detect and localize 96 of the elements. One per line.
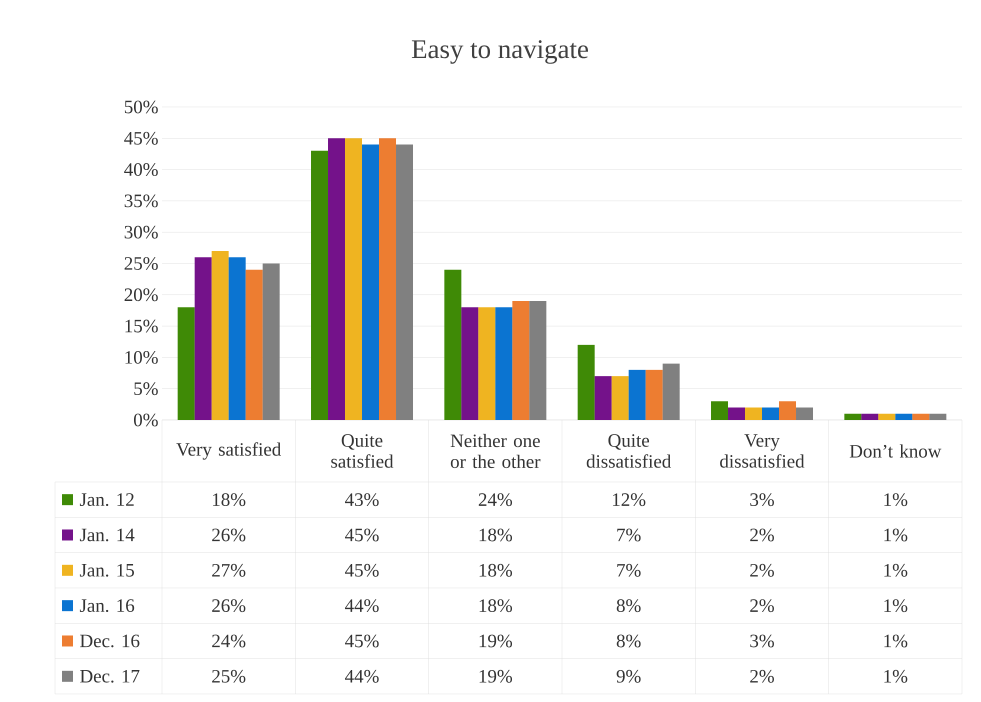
legend-label: Jan. 16 [80,599,134,612]
data-label: 2% [750,599,774,612]
y-tick-label: 10% [125,350,158,364]
y-tick-label: 0% [134,414,158,426]
x-tick-label: Neither one or the other [450,434,540,468]
bar [796,407,814,420]
bar [212,250,229,420]
data-label: 2% [750,528,774,542]
y-tick-label: 30% [124,226,158,239]
data-label: 7% [617,528,641,542]
data-label: 9% [616,670,641,683]
y-tick-label: 50% [124,100,158,114]
bar [478,307,496,420]
y-tick-label: 20% [124,288,158,302]
bar [594,376,612,420]
bar [529,301,546,420]
data-label: 24% [212,634,246,648]
bar [512,301,530,420]
x-tick-label: Very dissatisfied [720,434,804,468]
bar [929,414,946,420]
bar [578,344,595,420]
data-label: 18% [480,564,512,577]
y-tick-label: 45% [124,132,158,145]
data-label: 26% [212,599,246,612]
legend-label: Dec. 17 [80,670,140,683]
data-label: 3% [750,634,774,648]
y-tick-label: 15% [125,320,158,332]
bar [779,401,796,420]
data-label: 8% [616,599,641,612]
bar [745,407,762,420]
bar [728,407,746,420]
data-label: 1% [884,634,908,648]
data-label: 45% [345,528,379,542]
data-label: 1% [884,493,908,506]
data-label: 18% [212,493,246,506]
bar [711,401,728,420]
bar [246,270,263,420]
data-label: 18% [480,528,512,542]
x-tick-label: Quite dissatisfied [586,434,672,468]
data-label: 2% [750,670,774,683]
bar [228,257,246,420]
bar [178,307,195,420]
bar [844,414,862,420]
data-label: 3% [750,493,774,506]
bar [444,270,462,420]
bar [311,150,328,420]
bar [345,138,362,420]
data-label: 1% [884,670,908,683]
bar [379,138,396,420]
bar [878,414,896,420]
data-label: 45% [345,634,379,648]
data-label: 8% [616,634,641,648]
bar [396,144,414,420]
data-label: 26% [212,528,246,542]
data-label: 1% [884,599,908,612]
data-label: 44% [345,599,379,612]
data-label: 18% [480,599,512,612]
data-label: 1% [884,528,908,542]
y-tick-label: 40% [124,163,158,176]
legend-label: Jan. 15 [80,564,134,577]
y-tick-label: 25% [124,257,158,270]
bar [328,138,346,420]
data-label: 44% [345,670,379,683]
legend-label: Dec. 16 [80,634,140,648]
legend-label: Jan. 14 [80,528,134,542]
bar [762,407,780,420]
bar [194,257,212,420]
x-tick-label: Don’t know [850,444,942,458]
legend-label: Jan. 12 [80,493,134,506]
data-label: 19% [480,634,512,648]
data-label: 7% [617,564,641,577]
data-label: 45% [345,564,379,577]
data-label: 27% [212,564,246,577]
bar [362,144,380,420]
bar [262,263,280,420]
bar [495,307,512,420]
bar [662,364,680,420]
data-label: 12% [612,493,646,506]
bar [461,307,478,420]
data-label: 19% [480,670,512,683]
data-label: 25% [212,670,246,683]
data-label: 2% [750,564,774,577]
bar [646,370,663,420]
data-label: 43% [345,493,379,506]
x-tick-label: Very satisfied [176,442,282,460]
bar [612,376,629,420]
data-label: 24% [478,493,512,506]
data-label: 1% [884,564,908,577]
bar [628,370,646,420]
y-tick-label: 5% [134,382,158,396]
chart-title: Easy to navigate [412,40,588,64]
bar [861,414,878,420]
bar [912,414,930,420]
bar [895,414,912,420]
y-tick-label: 35% [124,194,158,208]
x-tick-label: Quite satisfied [331,434,394,468]
